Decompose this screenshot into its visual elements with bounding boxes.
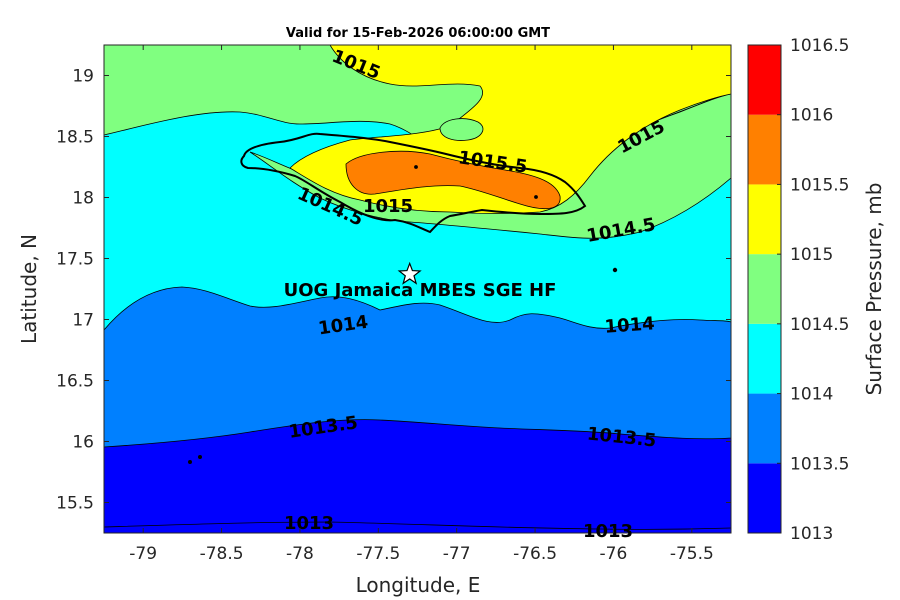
map-title: Valid for 15-Feb-2026 06:00:00 GMT [286,26,550,41]
x-tick-label: -77 [443,544,471,564]
colorbar-tick-label: 1013.5 [790,454,849,474]
colorbar-tick-label: 1014 [790,385,833,405]
x-axis-label: Longitude, E [356,573,481,597]
y-axis-label: Latitude, N [17,234,41,344]
colorbar-segment [748,393,781,464]
colorbar-tick-label: 1016 [790,106,833,126]
y-tick-label: 18.5 [56,128,94,148]
x-tick-label: -78.5 [200,544,244,564]
contour-label: 1013 [284,513,334,534]
contour-label: 1013 [583,521,633,542]
contour-label: 1015 [363,196,413,217]
island-speck [534,195,538,199]
y-tick-label: 16 [72,433,94,453]
y-axis-ticks: 15.5 16 16.5 17 17.5 18 18.5 19 [56,67,731,514]
island-speck [197,454,202,459]
band-1015-5 [345,150,561,210]
x-axis-ticks: -79 -78.5 -78 -77.5 -77 -76.5 -76 -75.5 [129,45,714,564]
colorbar-tick-label: 1015 [790,245,833,265]
band-1014-5-islet [439,118,484,141]
x-tick-label: -76 [600,544,628,564]
colorbar-segment [748,184,781,255]
colorbar-tick-label: 1015.5 [790,175,849,195]
y-tick-label: 16.5 [56,372,94,392]
y-tick-label: 19 [72,67,94,87]
colorbar-segment [748,45,781,115]
x-tick-label: -79 [129,544,157,564]
colorbar-frame [747,44,782,534]
y-tick-label: 15.5 [56,494,94,514]
contour-1013 [104,521,731,530]
jamaica-coastline [240,132,587,234]
y-tick-label: 17 [72,311,94,331]
island-speck [414,165,418,169]
y-tick-label: 18 [72,189,94,209]
island-speck [187,459,192,464]
colorbar-tick-label: 1016.5 [790,36,849,56]
contour-plot-area [104,45,731,533]
colorbar-segment [748,254,781,324]
island-speck [612,267,618,273]
x-tick-label: -78 [286,544,314,564]
colorbar-segment [748,463,781,533]
y-tick-label: 17.5 [56,250,94,270]
contour-label: 1014 [604,313,655,337]
colorbar-tick-label: 1013 [790,524,833,544]
colorbar-segment [748,323,781,394]
colorbar: 1013 1013.5 1014 1014.5 1015 1015.5 1016 1016.5 [747,36,849,544]
site-label: UOG Jamaica MBES SGE HF [284,280,557,301]
plot-frame [103,44,732,534]
colorbar-tick-label: 1014.5 [790,315,849,335]
colorbar-label: Surface Pressure, mb [862,183,886,396]
x-tick-label: -77.5 [356,544,400,564]
colorbar-segment [748,114,781,185]
x-tick-label: -75.5 [670,544,714,564]
site-star-icon [397,261,422,285]
x-tick-label: -76.5 [513,544,557,564]
